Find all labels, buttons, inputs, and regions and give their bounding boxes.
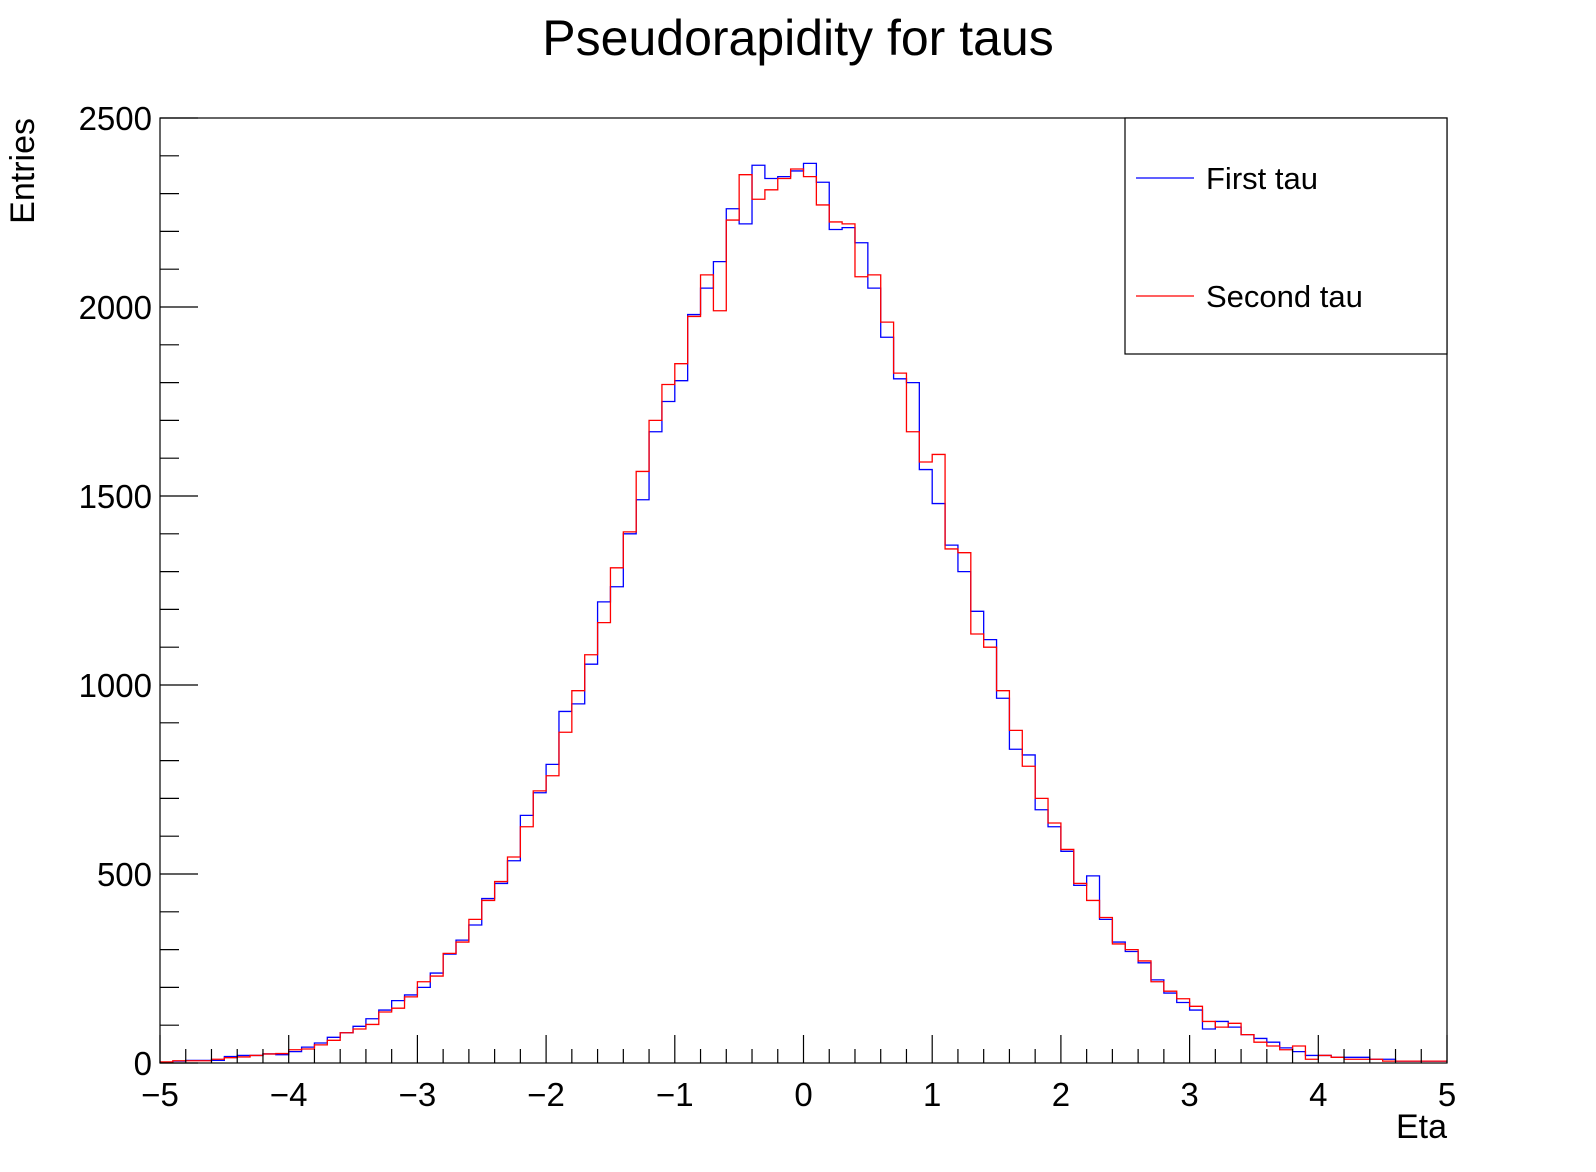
x-axis-label: Eta <box>1396 1108 1447 1146</box>
x-axis: −5 −4 −3 −2 −1 0 1 2 3 4 5 <box>141 1035 1456 1113</box>
x-tick-label: 2 <box>1052 1076 1070 1113</box>
y-tick-label: 0 <box>134 1045 152 1082</box>
y-tick-label: 2000 <box>79 289 152 326</box>
x-tick-label: −1 <box>656 1076 694 1113</box>
x-tick-label: 5 <box>1438 1076 1456 1113</box>
legend-box <box>1124 117 1448 355</box>
series-line-second-tau <box>160 168 1447 1063</box>
y-tick-label: 2500 <box>79 100 152 137</box>
x-tick-label: 3 <box>1180 1076 1198 1113</box>
y-tick-label: 500 <box>97 856 152 893</box>
legend: First tau Second tau <box>1124 117 1448 355</box>
x-tick-label: 0 <box>794 1076 812 1113</box>
legend-label-first-tau: First tau <box>1206 161 1318 196</box>
y-axis-label: Entries <box>4 118 42 224</box>
x-tick-label: −5 <box>141 1076 179 1113</box>
y-tick-label: 1000 <box>79 667 152 704</box>
x-tick-label: −4 <box>270 1076 308 1113</box>
series-layer <box>160 162 1447 1063</box>
x-tick-label: 1 <box>923 1076 941 1113</box>
chart-title: Pseudorapidity for taus <box>542 10 1053 66</box>
x-tick-label: −2 <box>527 1076 565 1113</box>
legend-label-second-tau: Second tau <box>1206 279 1363 314</box>
x-tick-label: 4 <box>1309 1076 1327 1113</box>
x-tick-label: −3 <box>399 1076 437 1113</box>
y-axis: 0 500 1000 1500 2000 2500 <box>79 100 198 1082</box>
y-tick-label: 1500 <box>79 478 152 515</box>
